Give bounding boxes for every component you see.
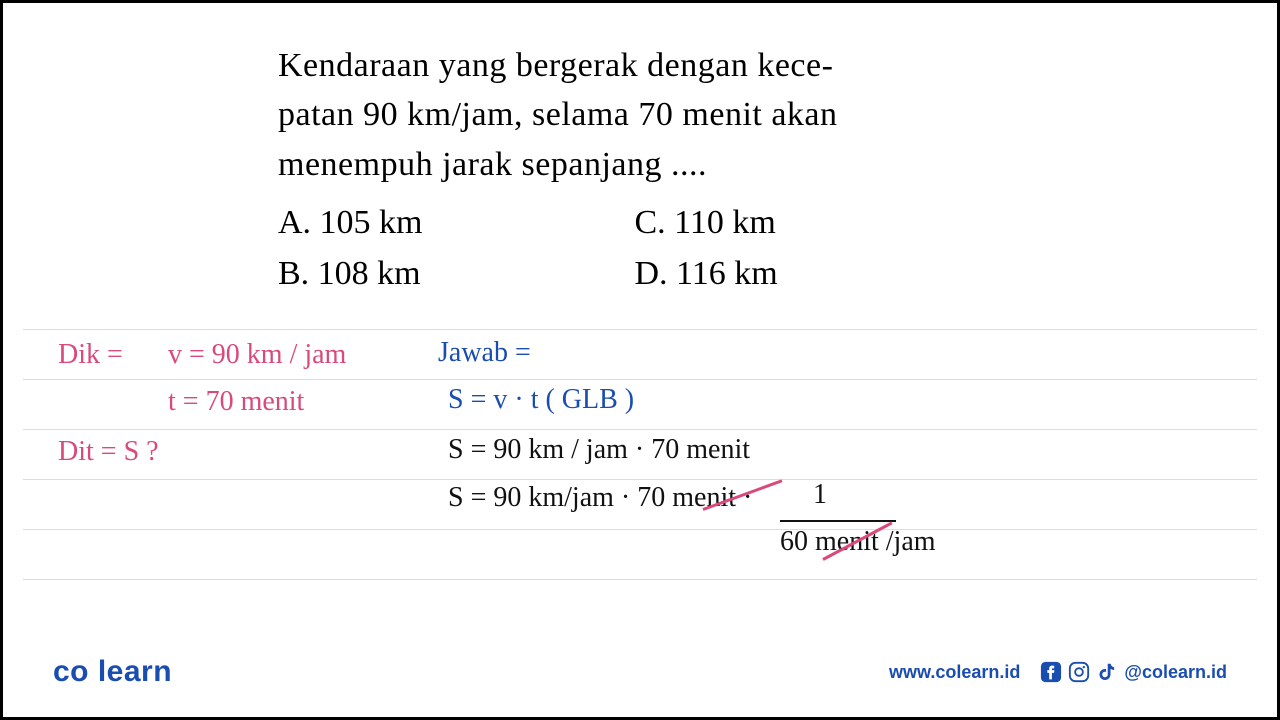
footer-right: www.colearn.id @colearn.id [889, 661, 1227, 683]
rule-line [23, 579, 1257, 580]
tiktok-icon [1096, 661, 1118, 683]
facebook-icon [1040, 661, 1062, 683]
jawab-label: Jawab = [438, 336, 531, 370]
logo: co learn [53, 655, 172, 689]
frac-numerator: 1 [813, 478, 827, 512]
options-left: A. 105 km B. 108 km [278, 197, 423, 299]
formula: S = v · t ( GLB ) [448, 383, 634, 417]
options-right: C. 110 km D. 116 km [635, 197, 778, 299]
frac-bar [780, 520, 896, 522]
dik-v: v = 90 km / jam [168, 338, 346, 372]
option-d: D. 116 km [635, 248, 778, 299]
options: A. 105 km B. 108 km C. 110 km D. 116 km [278, 197, 1018, 299]
step1: S = 90 km / jam · 70 menit [448, 433, 750, 467]
rule-line [23, 379, 1257, 380]
instagram-icon [1068, 661, 1090, 683]
question-block: Kendaraan yang bergerak dengan kece- pat… [278, 41, 1018, 299]
question-text: Kendaraan yang bergerak dengan kece- pat… [278, 41, 1018, 189]
footer-handle: @colearn.id [1124, 662, 1227, 683]
rule-line [23, 329, 1257, 330]
footer: co learn www.colearn.id @colearn.id [3, 655, 1277, 689]
dik-t: t = 70 menit [168, 385, 304, 419]
rule-line [23, 479, 1257, 480]
dik-label: Dik = [58, 338, 123, 372]
rule-line [23, 429, 1257, 430]
social-icons: @colearn.id [1040, 661, 1227, 683]
footer-url: www.colearn.id [889, 662, 1020, 683]
dit-label: Dit = S ? [58, 435, 159, 469]
option-c: C. 110 km [635, 197, 778, 248]
rule-line [23, 529, 1257, 530]
option-a: A. 105 km [278, 197, 423, 248]
option-b: B. 108 km [278, 248, 423, 299]
